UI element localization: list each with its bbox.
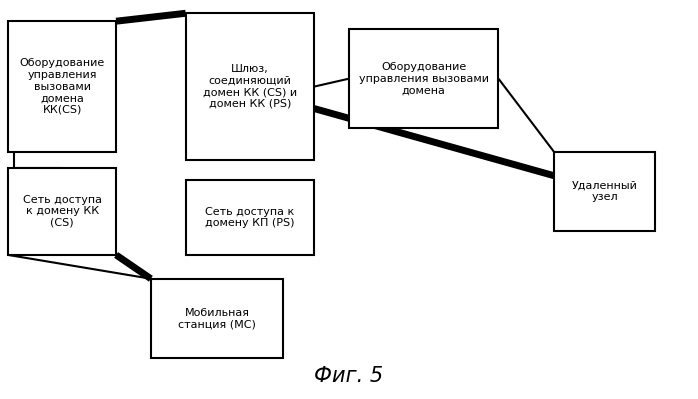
Bar (349, 29, 498, 128)
Bar (186, 180, 314, 255)
Bar (186, 13, 314, 160)
Text: Сеть доступа
к домену КК
(CS): Сеть доступа к домену КК (CS) (23, 195, 102, 228)
Text: Оборудование
управления вызовами
домена: Оборудование управления вызовами домена (359, 62, 489, 95)
Text: Сеть доступа к
домену КП (PS): Сеть доступа к домену КП (PS) (205, 207, 295, 228)
Text: Мобильная
станция (МС): Мобильная станция (МС) (178, 308, 256, 329)
Text: Шлюз,
соединяющий
домен КК (CS) и
домен КК (PS): Шлюз, соединяющий домен КК (CS) и домен … (203, 64, 297, 109)
Text: Фиг. 5: Фиг. 5 (314, 366, 384, 386)
Bar (151, 279, 283, 358)
Bar (8, 21, 116, 152)
Text: Оборудование
управления
вызовами
домена
КК(CS): Оборудование управления вызовами домена … (20, 58, 105, 115)
Bar (8, 168, 116, 255)
Text: Удаленный
узел: Удаленный узел (572, 181, 637, 202)
Bar (554, 152, 655, 231)
